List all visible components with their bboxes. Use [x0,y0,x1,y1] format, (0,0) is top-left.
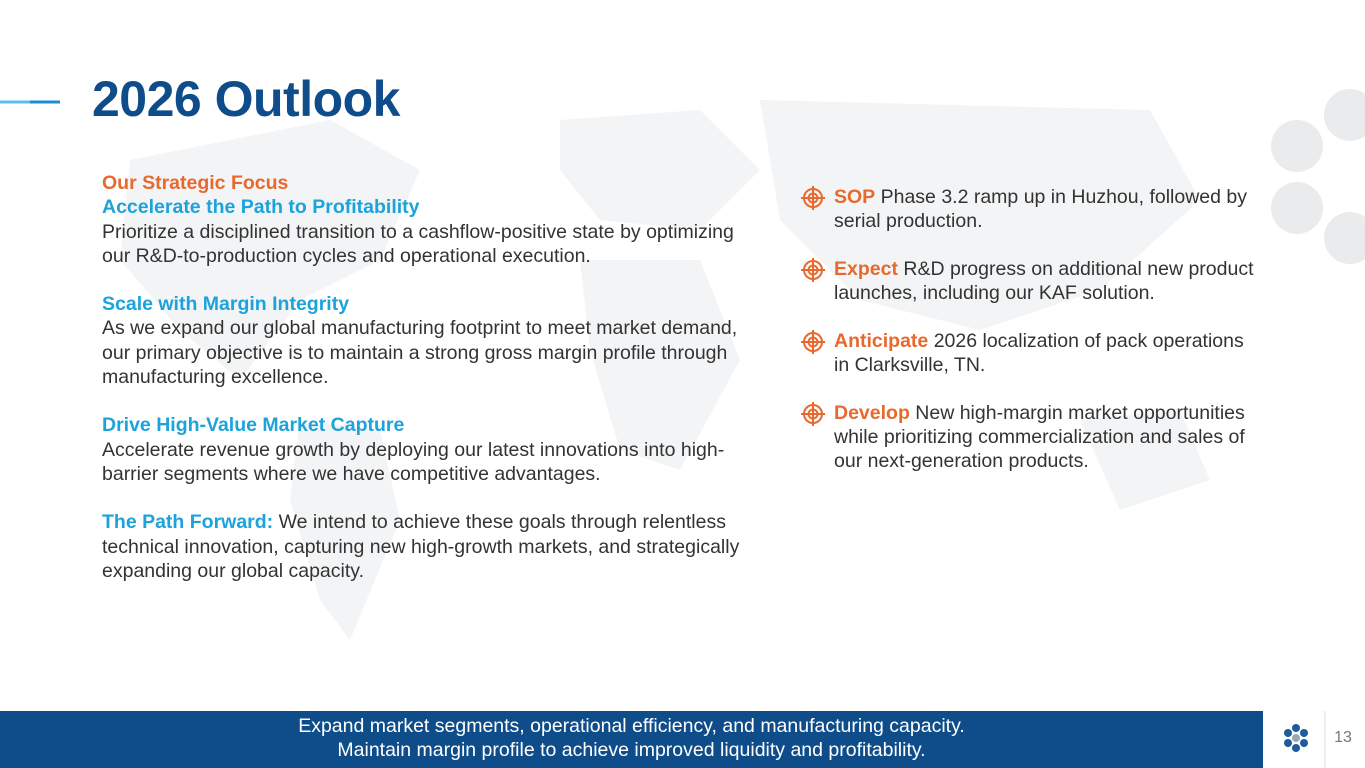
section-heading: Drive High-Value Market Capture [102,414,405,437]
section: Scale with Margin Integrity As we expand … [102,292,742,389]
target-icon [801,186,825,210]
footer-banner: Expand market segments, operational effi… [0,711,1263,768]
target-icon [801,258,825,282]
outlook-item: Anticipate 2026 localization of pack ope… [800,329,1260,377]
outlook-list: SOP Phase 3.2 ramp up in Huzhou, followe… [800,185,1260,497]
item-text: Phase 3.2 ramp up in Huzhou, followed by… [834,186,1247,232]
section-heading: Accelerate the Path to Profitability [102,196,420,219]
footer-line: Expand market segments, operational effi… [298,715,965,737]
closing: The Path Forward: We intend to achieve t… [102,510,742,583]
title: 2026 Outlook [92,71,401,127]
world-map [120,100,1210,640]
closing-heading: The Path Forward: [102,511,274,534]
section-body: Accelerate revenue growth by deploying o… [102,438,725,485]
decorative-circles [1271,89,1365,264]
section-label: Our Strategic Focus [102,172,289,194]
outlook-item: Develop New high-margin market opportuni… [800,401,1260,473]
target-icon [801,330,825,354]
item-text: New high-margin market opportunities whi… [834,402,1245,472]
item-keyword: Expect [834,258,898,280]
item-keyword: Anticipate [834,330,929,352]
closing-body: We intend to achieve these goals through… [102,511,740,582]
section-body: As we expand our global manufacturing fo… [102,317,738,389]
section-heading: Scale with Margin Integrity [102,293,350,316]
item-keyword: Develop [834,402,910,424]
footer-side [1263,711,1365,768]
target-icon [801,402,825,426]
outlook-item: Expect R&D progress on additional new pr… [800,257,1260,305]
outlook-item: SOP Phase 3.2 ramp up in Huzhou, followe… [800,185,1260,233]
page-number: 13 [1334,729,1352,746]
section: Accelerate the Path to Profitability Prio… [102,195,742,268]
section: Drive High-Value Market Capture Accelerat… [102,413,742,486]
strategy-column: Our Strategic Focus Accelerate the Path … [102,171,742,607]
logo [1284,724,1308,752]
section-body: Prioritize a disciplined transition to a… [102,220,734,267]
item-text: R&D progress on additional new product l… [834,258,1254,304]
item-text: 2026 localization of pack operations in … [834,330,1244,376]
footer-line: Maintain margin profile to achieve impro… [337,739,926,761]
item-keyword: SOP [834,186,876,208]
